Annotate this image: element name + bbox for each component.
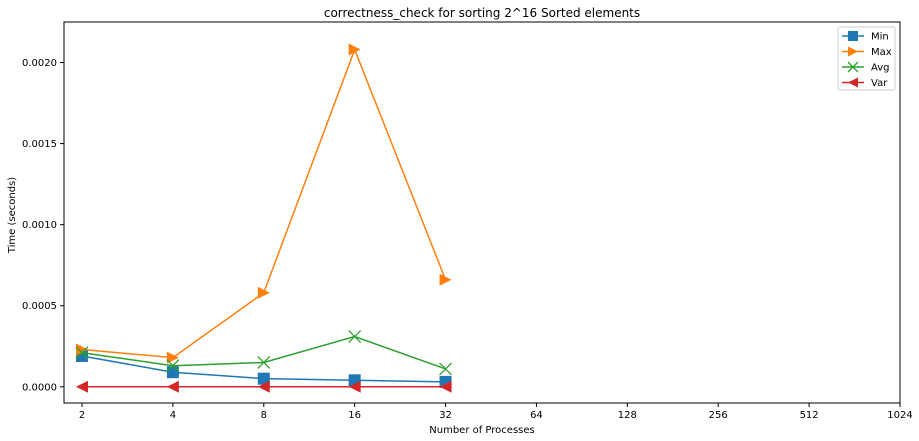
x-tick-label: 256 bbox=[709, 410, 728, 421]
plot-area-frame bbox=[63, 21, 901, 404]
marker-triangle-right bbox=[76, 343, 88, 356]
y-tick-label: 0.0005 bbox=[22, 301, 57, 312]
marker-triangle-left bbox=[76, 380, 88, 393]
legend-item-var: Var bbox=[842, 77, 888, 89]
series-avg bbox=[75, 330, 453, 376]
legend-item-min: Min bbox=[842, 31, 889, 43]
series-line-max bbox=[81, 47, 447, 359]
marker-triangle-left bbox=[439, 380, 452, 393]
x-tick-label: 4 bbox=[170, 410, 176, 421]
x-tick-label: 32 bbox=[439, 410, 452, 421]
marker-square bbox=[166, 366, 179, 379]
x-tick-label: 8 bbox=[261, 410, 267, 421]
y-tick-label: 0.0010 bbox=[22, 220, 57, 231]
marker-x bbox=[348, 330, 362, 343]
legend: Min Max Avg Var bbox=[837, 26, 896, 91]
marker-triangle-right bbox=[439, 273, 452, 286]
legend-box bbox=[837, 26, 896, 91]
legend-label: Avg bbox=[871, 63, 890, 74]
marker-x bbox=[847, 61, 859, 73]
marker-x bbox=[75, 346, 89, 360]
y-axis: 0.0000 0.0005 0.0010 0.0015 0.0020 bbox=[22, 58, 64, 393]
x-tick-label: 1024 bbox=[887, 410, 912, 421]
series-layer bbox=[75, 43, 453, 393]
x-tick-label: 16 bbox=[348, 410, 361, 421]
marker-triangle-right bbox=[848, 46, 858, 57]
x-tick-label: 64 bbox=[530, 410, 543, 421]
marker-triangle-right bbox=[166, 351, 179, 364]
marker-triangle-left bbox=[166, 380, 179, 393]
marker-x bbox=[257, 356, 271, 369]
y-tick-label: 0.0020 bbox=[22, 58, 57, 69]
y-tick-label: 0.0015 bbox=[22, 139, 57, 150]
y-axis-label: Time (seconds) bbox=[7, 177, 18, 254]
x-tick-label: 128 bbox=[618, 410, 637, 421]
y-tick-label: 0.0000 bbox=[22, 382, 57, 393]
chart-title: correctness_check for sorting 2^16 Sorte… bbox=[324, 6, 640, 20]
marker-triangle-left bbox=[257, 380, 270, 393]
marker-triangle-right bbox=[257, 286, 270, 299]
x-axis-label: Number of Processes bbox=[429, 425, 534, 436]
x-tick-label: 2 bbox=[79, 410, 85, 421]
series-var bbox=[76, 380, 452, 393]
series-max bbox=[76, 43, 452, 364]
legend-label: Min bbox=[871, 32, 889, 43]
legend-item-avg: Avg bbox=[842, 61, 890, 74]
marker-triangle-right bbox=[348, 43, 361, 56]
series-min bbox=[76, 349, 452, 388]
marker-x bbox=[439, 362, 453, 376]
marker-triangle-left bbox=[848, 77, 858, 88]
legend-label: Max bbox=[871, 47, 892, 58]
legend-item-max: Max bbox=[842, 46, 892, 58]
marker-triangle-left bbox=[348, 380, 361, 393]
marker-square bbox=[848, 31, 858, 41]
marker-square bbox=[257, 372, 270, 385]
x-axis: 2 4 8 16 32 64 128 256 512 1024 bbox=[79, 403, 913, 421]
x-tick-label: 512 bbox=[800, 410, 819, 421]
series-line-avg bbox=[81, 335, 446, 370]
marker-x bbox=[166, 359, 180, 373]
legend-label: Var bbox=[871, 78, 888, 89]
